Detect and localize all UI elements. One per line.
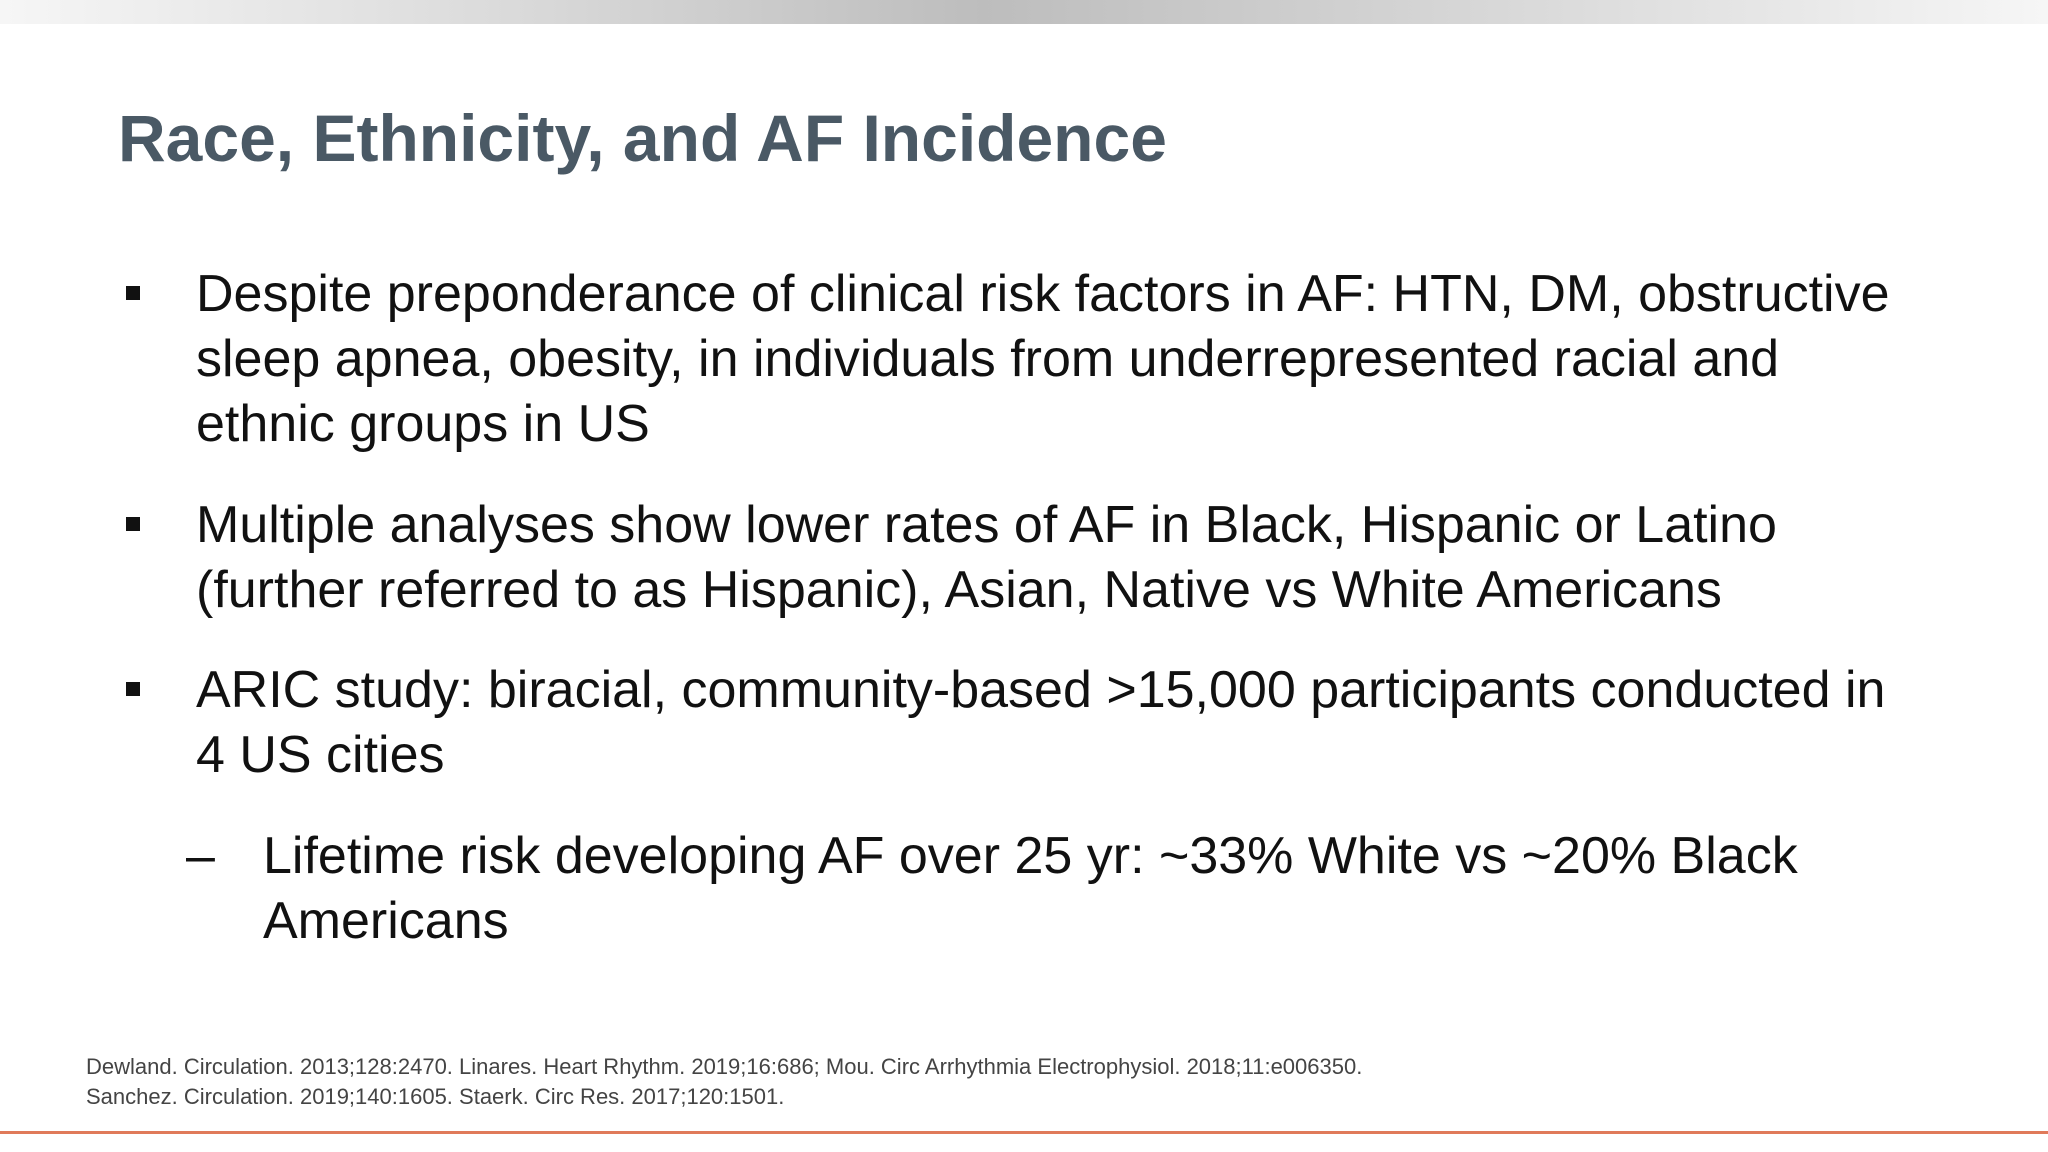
bullet-text: ARIC study: biracial, community-based >1…: [196, 661, 1886, 784]
references-footnote: Dewland. Circulation. 2013;128:2470. Lin…: [86, 1054, 1363, 1109]
bullet-text: Multiple analyses show lower rates of AF…: [196, 496, 1777, 619]
bottom-accent-rule: [0, 1131, 2048, 1134]
top-gradient-band: [0, 0, 2048, 24]
sub-bullet-item: – Lifetime risk developing AF over 25 yr…: [186, 824, 1923, 954]
bullet-text: Despite preponderance of clinical risk f…: [196, 265, 1890, 453]
square-bullet-icon: [126, 682, 140, 696]
sub-bullet-text: Lifetime risk developing AF over 25 yr: …: [263, 827, 1798, 950]
square-bullet-icon: [126, 517, 140, 531]
slide-title: Race, Ethnicity, and AF Incidence: [118, 101, 1167, 175]
bullet-item: Multiple analyses show lower rates of AF…: [126, 493, 1916, 623]
bullet-item: ARIC study: biracial, community-based >1…: [126, 658, 1916, 788]
bullet-item: Despite preponderance of clinical risk f…: [126, 262, 1916, 457]
square-bullet-icon: [126, 286, 140, 300]
dash-bullet-icon: –: [186, 827, 215, 885]
